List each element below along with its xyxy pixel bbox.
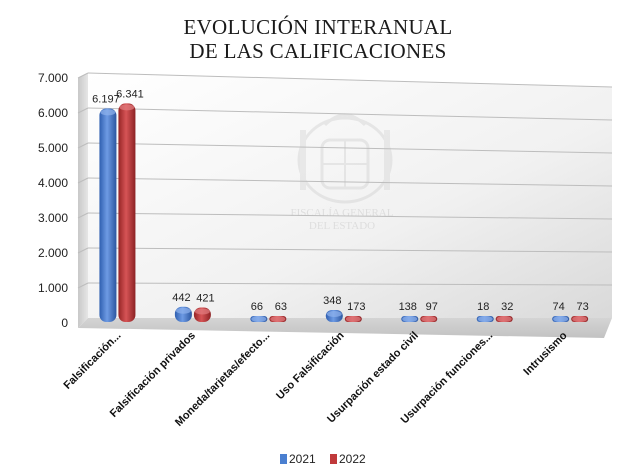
- bar-top: [175, 307, 191, 314]
- category-labels: Falsificación...Falsificación privadosMo…: [61, 329, 569, 428]
- bar-top: [402, 316, 418, 322]
- gridline-side: [77, 247, 89, 254]
- bar-top: [100, 109, 116, 116]
- watermark-line-2: DEL ESTADO: [309, 220, 375, 232]
- y-axis-ticks: 0 1.000 2.000 3.000 4.000 5.000 6.000 7.000: [38, 71, 68, 330]
- data-label-2022: 173: [347, 301, 365, 313]
- y-tick-label: 0: [61, 316, 68, 330]
- bar-top: [251, 316, 267, 322]
- floor: [78, 318, 612, 338]
- data-label-2021: 138: [399, 301, 417, 313]
- data-label-2021: 18: [477, 301, 489, 313]
- side-wall: [78, 73, 88, 328]
- bar-top: [119, 104, 135, 111]
- gridline-side: [77, 282, 89, 289]
- category-label: Falsificación...: [61, 330, 123, 392]
- gridline-side: [77, 107, 89, 114]
- bar-top: [421, 316, 437, 322]
- y-tick-label: 6.000: [38, 106, 68, 120]
- legend: 2021 2022: [280, 452, 366, 466]
- category-label: Falsificación privados: [108, 330, 198, 420]
- back-wall: [88, 73, 612, 318]
- chart-title: EVOLUCIÓN INTERANUAL DE LAS CALIFICACION…: [183, 15, 452, 63]
- gridline: [87, 177, 613, 187]
- data-label-2022: 97: [426, 301, 438, 313]
- legend-swatch-2022: [330, 454, 337, 464]
- bar-top: [496, 316, 512, 322]
- watermark-line-1: FISCALÍA GENERAL: [291, 207, 394, 219]
- y-tick-label: 5.000: [38, 141, 68, 155]
- data-label-2022: 73: [577, 301, 589, 313]
- gridline: [87, 212, 613, 220]
- category-label: Uso Falsificación: [274, 329, 347, 402]
- legend-label-2022: 2022: [339, 452, 366, 466]
- chart-title-line-1: EVOLUCIÓN INTERANUAL: [183, 15, 452, 39]
- bar-top: [553, 316, 569, 322]
- bar-2022: [118, 103, 136, 322]
- gridline: [87, 247, 613, 253]
- data-label-2022: 421: [196, 292, 214, 304]
- y-tick-label: 7.000: [38, 71, 68, 85]
- data-label-2022: 63: [275, 301, 287, 313]
- bar-top: [345, 316, 361, 322]
- data-label-2021: 348: [323, 295, 341, 307]
- bar-top: [572, 316, 588, 322]
- legend-swatch-2021: [280, 454, 287, 464]
- gridline-side: [77, 212, 89, 219]
- y-tick-label: 1.000: [38, 281, 68, 295]
- y-tick-label: 2.000: [38, 246, 68, 260]
- bar-top: [326, 311, 342, 318]
- gridline-side: [77, 72, 89, 79]
- y-tick-label: 4.000: [38, 176, 68, 190]
- y-tick-label: 3.000: [38, 211, 68, 225]
- gridline-side: [77, 142, 89, 149]
- gridline: [87, 107, 613, 121]
- gridline: [87, 72, 613, 88]
- gridlines: [77, 72, 613, 289]
- bar-top: [194, 308, 210, 315]
- gridline: [87, 282, 613, 286]
- bars: [99, 103, 589, 322]
- bar-2021: [99, 108, 117, 322]
- plot-walls: [78, 73, 612, 338]
- gridline-side: [77, 177, 89, 184]
- data-label-2021: 74: [553, 301, 565, 313]
- data-label-2022: 6.341: [116, 88, 144, 100]
- bar-top: [270, 316, 286, 322]
- gridline: [87, 142, 613, 154]
- data-label-2021: 6.197: [92, 93, 120, 105]
- bar-top: [477, 316, 493, 322]
- chart-title-line-2: DE LAS CALIFICACIONES: [189, 39, 446, 63]
- data-label-2021: 442: [172, 292, 190, 304]
- data-label-2022: 32: [501, 301, 513, 313]
- data-label-2021: 66: [251, 301, 263, 313]
- legend-label-2021: 2021: [289, 452, 316, 466]
